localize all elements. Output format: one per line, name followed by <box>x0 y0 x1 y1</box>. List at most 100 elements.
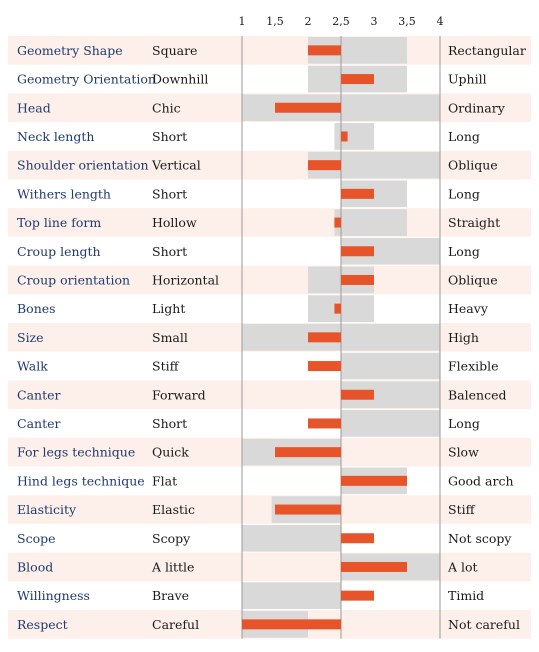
value-bar <box>308 332 341 343</box>
trait-label: Scope <box>17 531 56 546</box>
trait-label: Neck length <box>17 129 94 144</box>
trait-label: Size <box>17 330 44 345</box>
trait-label: Blood <box>17 559 53 574</box>
value-bar <box>334 217 341 228</box>
high-pole-label: Uphill <box>448 72 487 87</box>
row-stripe <box>8 36 531 65</box>
row-stripe <box>8 495 531 524</box>
row-stripe <box>8 552 531 582</box>
value-bar <box>341 188 374 199</box>
trait-label: Elasticity <box>17 502 77 517</box>
value-bar <box>275 102 341 113</box>
low-pole-label: Scopy <box>152 531 191 546</box>
low-pole-label: Short <box>152 416 187 431</box>
low-pole-label: A little <box>151 559 194 574</box>
trait-label: Respect <box>17 617 68 632</box>
trait-label: For legs technique <box>17 445 135 460</box>
high-pole-label: Oblique <box>448 272 498 287</box>
low-pole-label: Small <box>152 330 188 345</box>
trait-label: Geometry Shape <box>17 43 123 58</box>
value-bar <box>275 504 341 515</box>
value-bar <box>341 274 374 285</box>
high-pole-label: Not careful <box>448 617 520 632</box>
trait-label: Canter <box>17 416 60 431</box>
value-bar <box>341 561 407 572</box>
x-tick-label: 4 <box>437 15 444 28</box>
high-pole-label: High <box>448 330 479 345</box>
high-pole-label: Ordinary <box>448 100 506 115</box>
high-pole-label: Heavy <box>448 301 489 316</box>
value-bar <box>308 418 341 429</box>
trait-label: Bones <box>17 301 56 316</box>
low-pole-label: Short <box>152 186 187 201</box>
low-pole-label: Elastic <box>152 502 195 517</box>
trait-label: Willingness <box>17 588 90 603</box>
x-tick-label: 2,5 <box>332 15 350 28</box>
value-bar <box>308 361 341 372</box>
high-pole-label: Long <box>448 416 480 431</box>
low-pole-label: Short <box>152 129 187 144</box>
value-bar <box>341 131 348 142</box>
value-bar <box>334 303 341 314</box>
low-pole-label: Brave <box>152 588 189 603</box>
trait-label: Geometry Orientation <box>17 72 156 87</box>
trait-label: Croup orientation <box>17 272 130 287</box>
x-tick-labels: 1 1,5 2 2,5 3 3,5 4 <box>239 15 444 28</box>
low-pole-label: Forward <box>152 387 206 402</box>
high-pole-label: Long <box>448 129 480 144</box>
low-pole-label: Downhill <box>152 72 208 87</box>
low-pole-label: Square <box>152 43 197 58</box>
high-pole-label: Rectangular <box>448 43 526 58</box>
trait-label: Walk <box>17 359 48 374</box>
high-pole-label: Oblique <box>448 158 498 173</box>
trait-label: Hind legs technique <box>17 473 145 488</box>
row-stripe <box>8 380 531 410</box>
range-band <box>341 352 440 380</box>
high-pole-label: Balenced <box>448 387 506 402</box>
high-pole-label: Flexible <box>448 359 499 374</box>
range-band <box>334 209 407 236</box>
low-pole-label: Hollow <box>152 215 197 230</box>
high-pole-label: Timid <box>448 588 484 603</box>
low-pole-label: Vertical <box>151 158 201 173</box>
row-stripe <box>8 265 531 295</box>
high-pole-label: Good arch <box>448 473 514 488</box>
high-pole-label: A lot <box>447 559 478 574</box>
value-bar <box>308 160 341 171</box>
low-pole-label: Flat <box>152 473 177 488</box>
low-pole-label: Short <box>152 244 187 259</box>
range-band <box>242 524 341 552</box>
x-tick-label: 1,5 <box>266 15 284 28</box>
range-band <box>242 582 341 609</box>
row-labels: Geometry Shape Square Rectangular Geometry … <box>17 43 526 632</box>
high-pole-label: Long <box>448 186 480 201</box>
x-tick-label: 1 <box>239 15 246 28</box>
high-pole-label: Not scopy <box>448 531 512 546</box>
value-bar <box>308 45 341 56</box>
row-stripe <box>8 208 531 237</box>
value-bars <box>242 45 407 630</box>
row-stripe <box>8 150 531 180</box>
value-bar <box>341 74 374 85</box>
trait-label: Shoulder orientation <box>17 158 149 173</box>
low-pole-label: Stiff <box>152 359 180 374</box>
range-band <box>341 410 440 437</box>
high-pole-label: Stiff <box>448 502 476 517</box>
low-pole-label: Quick <box>152 445 189 460</box>
trait-label: Top line form <box>17 215 101 230</box>
low-pole-label: Horizontal <box>152 272 219 287</box>
value-bar <box>341 389 374 400</box>
value-bar <box>341 475 407 486</box>
range-band <box>334 123 374 150</box>
value-bar <box>242 619 341 630</box>
high-pole-label: Slow <box>448 445 479 460</box>
value-bar <box>341 590 374 601</box>
high-pole-label: Long <box>448 244 480 259</box>
trait-label: Canter <box>17 387 60 402</box>
high-pole-label: Straight <box>448 215 500 230</box>
low-pole-label: Careful <box>152 617 199 632</box>
x-tick-label: 3,5 <box>398 15 416 28</box>
value-bar <box>275 447 341 458</box>
trait-label: Head <box>17 100 51 115</box>
